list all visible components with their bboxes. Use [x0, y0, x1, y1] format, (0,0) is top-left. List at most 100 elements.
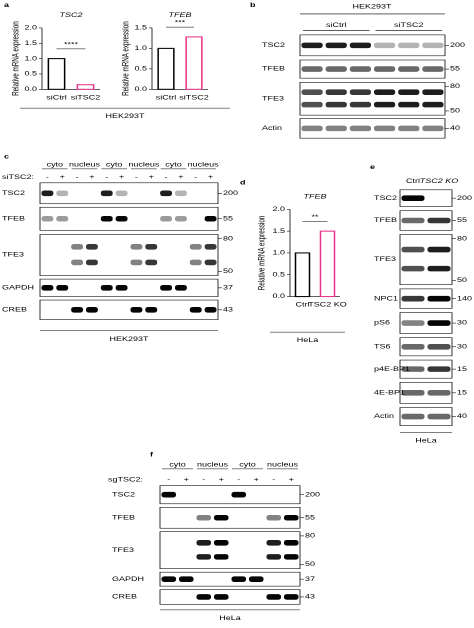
- band: [214, 514, 229, 521]
- band: [86, 307, 98, 313]
- band: [71, 307, 83, 313]
- band: [196, 540, 211, 546]
- band: [422, 66, 444, 72]
- y-tick-label: 1.5: [24, 39, 37, 46]
- band: [266, 514, 281, 521]
- blot-frame: [299, 82, 446, 116]
- mw-label: 80: [223, 235, 233, 242]
- sign: +: [208, 173, 214, 180]
- band: [160, 215, 172, 222]
- blot-label: TSC2: [112, 491, 135, 498]
- mw-label: 40: [450, 124, 460, 131]
- x-tick-label: Ctrl: [296, 301, 310, 308]
- band: [231, 576, 246, 582]
- band: [161, 576, 176, 582]
- band: [214, 594, 229, 600]
- mw-label: 80: [457, 235, 467, 242]
- band: [266, 594, 281, 600]
- blot-label: TSC2: [374, 194, 397, 201]
- band: [196, 554, 211, 560]
- band: [86, 259, 98, 266]
- band: [325, 66, 347, 72]
- band: [41, 285, 54, 291]
- lane-label: Ctrl: [406, 177, 420, 184]
- band: [41, 215, 54, 222]
- y-tick-label: 1.5: [134, 24, 147, 31]
- blot-label: TFE3: [374, 256, 396, 263]
- band: [204, 259, 217, 266]
- band: [284, 540, 299, 546]
- band: [100, 190, 113, 197]
- band: [349, 66, 371, 72]
- sign: +: [89, 173, 95, 180]
- blot-frame: [159, 485, 301, 505]
- y-tick-label: 0.0: [272, 293, 285, 300]
- sign: +: [178, 173, 184, 180]
- band: [145, 259, 158, 266]
- sign: +: [119, 173, 125, 180]
- chart-title: TFEB: [304, 193, 327, 200]
- band: [56, 190, 69, 197]
- mw-label: 80: [305, 532, 315, 539]
- band: [325, 89, 347, 95]
- band: [398, 66, 420, 72]
- fraction-label: nucleus: [69, 161, 100, 168]
- cell-line: HEK293T: [110, 335, 149, 342]
- band: [179, 576, 194, 582]
- band: [401, 246, 425, 253]
- mw-label: 55: [450, 65, 460, 72]
- sign: +: [289, 476, 295, 483]
- band: [196, 514, 211, 521]
- blot-label: TSC2: [262, 41, 285, 48]
- significance: ***: [175, 19, 186, 26]
- band: [56, 285, 69, 291]
- band: [231, 491, 246, 498]
- band: [325, 125, 347, 132]
- bar: [157, 47, 175, 90]
- bar: [319, 230, 336, 298]
- fraction-label: nucleus: [267, 461, 298, 468]
- mw-label: 37: [223, 284, 233, 291]
- sign: -: [46, 173, 49, 180]
- band: [398, 89, 420, 95]
- x-tick-label: siTSC2: [179, 94, 208, 101]
- band: [422, 89, 444, 95]
- band: [427, 320, 451, 326]
- bar: [185, 36, 203, 90]
- sign: -: [76, 173, 79, 180]
- band: [401, 320, 425, 326]
- chart-title: TSC2: [60, 11, 84, 18]
- sign: +: [219, 476, 225, 483]
- blot-label: TSC2: [2, 189, 25, 196]
- blot-frame: [39, 234, 219, 276]
- band: [401, 265, 425, 272]
- fraction-label: nucleus: [128, 161, 159, 168]
- band: [349, 42, 371, 49]
- y-tick-label: 0.0: [134, 85, 147, 92]
- band: [401, 195, 425, 201]
- blot-label: CREB: [2, 306, 27, 313]
- band: [401, 390, 425, 396]
- y-tick-label: 0.5: [24, 70, 37, 77]
- blot-frame: [159, 531, 301, 569]
- band: [160, 285, 172, 291]
- panel-letter: b: [250, 2, 256, 9]
- band: [189, 244, 202, 250]
- band: [398, 125, 420, 132]
- blot-label: TFE3: [2, 251, 24, 258]
- x-tick-label: siCtrl: [46, 94, 67, 101]
- band: [349, 125, 371, 132]
- band: [56, 215, 69, 222]
- mw-label: 15: [457, 365, 467, 372]
- fraction-label: nucleus: [188, 161, 219, 168]
- band: [422, 42, 444, 49]
- y-tick-label: 1.0: [24, 55, 37, 62]
- blot-label: GAPDH: [112, 575, 144, 582]
- mw-label: 30: [457, 343, 467, 350]
- y-tick-label: 1.0: [134, 44, 147, 51]
- mw-label: 30: [457, 319, 467, 326]
- band: [374, 66, 396, 72]
- band: [427, 295, 451, 302]
- band: [301, 42, 323, 49]
- fraction-label: cyto: [165, 161, 181, 168]
